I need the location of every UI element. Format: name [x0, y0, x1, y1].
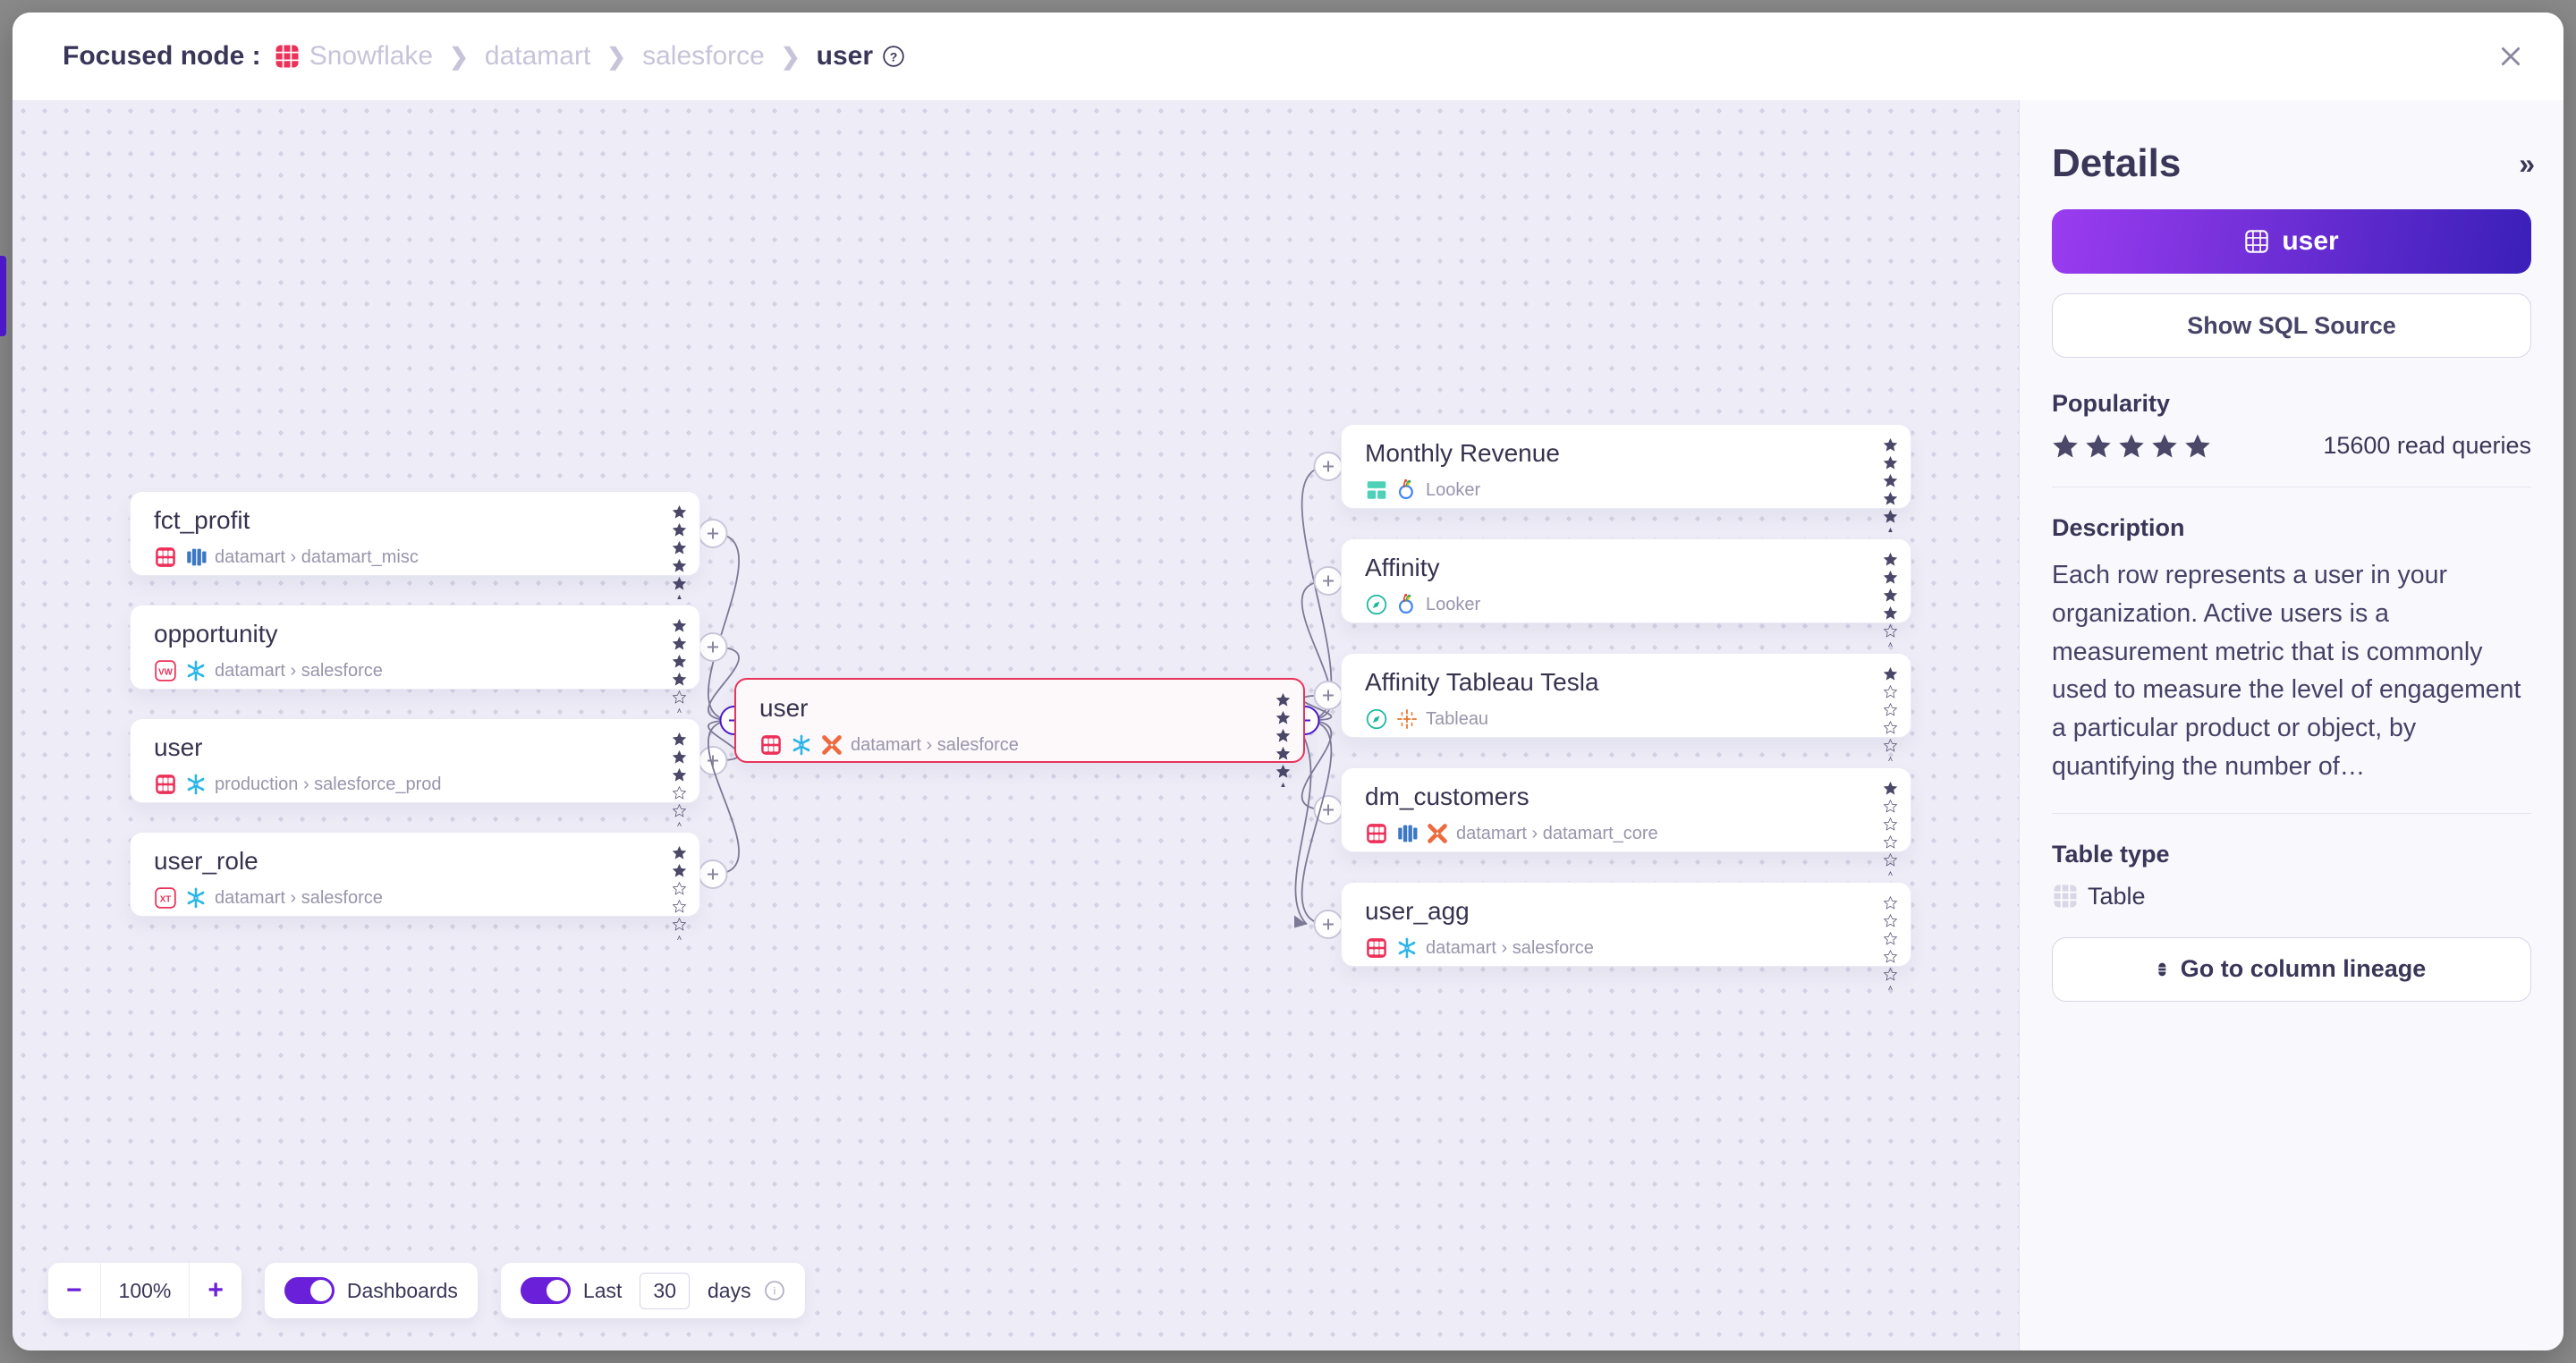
svg-text:XT: XT	[160, 894, 172, 904]
svg-text:i: i	[773, 1285, 775, 1298]
svg-text:VW: VW	[158, 667, 174, 677]
svg-text:?: ?	[890, 49, 898, 63]
